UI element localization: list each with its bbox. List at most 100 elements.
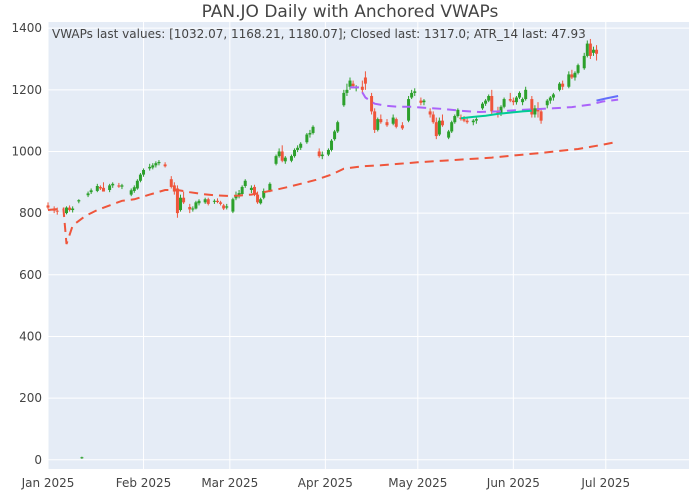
candle [219, 200, 223, 206]
candle-body [129, 190, 133, 195]
candle [108, 183, 112, 193]
candle-body [394, 119, 398, 127]
candle-body [524, 89, 528, 100]
y-tick-label: 600 [19, 268, 42, 282]
candle-body [447, 131, 451, 138]
candle-body [219, 202, 223, 204]
candle [434, 117, 438, 140]
candle [502, 97, 506, 109]
candle [138, 173, 142, 183]
candle [474, 117, 478, 124]
candle-body [453, 116, 457, 123]
candle-body [212, 200, 216, 202]
plot-area [48, 22, 689, 469]
candle [172, 182, 176, 195]
candle-body [511, 100, 515, 103]
candle-body [203, 199, 207, 203]
candle-body [407, 99, 411, 121]
candle-body [567, 74, 571, 87]
candle-body [434, 122, 438, 137]
candle-body [194, 202, 198, 209]
candle-body [154, 163, 158, 166]
candle-body [437, 120, 441, 135]
candle-body [157, 161, 161, 164]
candle-body [191, 208, 195, 210]
candle-body [299, 143, 303, 148]
candle [203, 197, 207, 204]
candle-body [373, 111, 377, 130]
candle-body [163, 164, 167, 167]
candle [55, 207, 59, 215]
candle [413, 88, 417, 96]
candle-body [419, 100, 423, 103]
candle-body [262, 190, 266, 198]
candle-body [588, 43, 592, 56]
candle-body [188, 206, 192, 210]
candle [240, 185, 244, 196]
candle [129, 188, 133, 197]
candle-body [243, 180, 247, 187]
candle-body [576, 65, 580, 73]
y-tick-label: 0 [34, 453, 42, 467]
candle [576, 63, 580, 75]
candle-body [95, 186, 99, 191]
candle [283, 156, 287, 164]
candle-body [360, 86, 364, 90]
candle-body [64, 207, 68, 214]
x-tick-label: Jul 2025 [580, 476, 630, 490]
candle-body [68, 207, 72, 211]
candle-body [471, 120, 475, 123]
candle [46, 202, 50, 210]
x-tick-label: Mar 2025 [201, 476, 258, 490]
candle [296, 145, 300, 153]
x-tick-label: May 2025 [388, 476, 447, 490]
candle [545, 99, 549, 109]
vwap-line [460, 109, 532, 120]
candle [558, 82, 562, 92]
candle [95, 183, 99, 193]
candle [117, 182, 121, 188]
x-tick-label: Jun 2025 [486, 476, 540, 490]
candle [428, 108, 432, 118]
candle [293, 148, 297, 158]
candle [333, 129, 337, 141]
candle [376, 117, 380, 132]
candle [225, 203, 229, 210]
candle [163, 162, 167, 168]
candle-body [573, 72, 577, 78]
candle-body [459, 117, 463, 120]
candle [573, 71, 577, 81]
candle-body [545, 100, 549, 106]
candle-body [101, 187, 105, 192]
candle [561, 80, 565, 90]
candle-body [514, 97, 518, 103]
candle [539, 108, 543, 124]
candle [317, 148, 321, 158]
candle [191, 206, 195, 212]
candle [471, 119, 475, 126]
candle-body [98, 186, 102, 189]
candle [311, 125, 315, 135]
candle-body [148, 166, 152, 169]
candle [120, 183, 124, 190]
candle [419, 97, 423, 106]
candle [243, 179, 247, 188]
candle-body [182, 197, 186, 203]
candle [511, 97, 515, 106]
candle [222, 203, 226, 211]
candle-body [252, 186, 256, 195]
candle [71, 206, 75, 213]
candle-body [317, 151, 321, 157]
candle-body [268, 183, 272, 191]
candle-body [490, 95, 494, 112]
candle [259, 197, 263, 205]
candle [548, 95, 552, 104]
candle [151, 163, 155, 170]
y-axis: 0 200 400 600 800 1000 1200 1400 [11, 21, 42, 467]
candle [518, 91, 522, 100]
candle-body [440, 120, 444, 126]
candle [194, 200, 198, 210]
candle-body [175, 188, 179, 214]
candle [148, 163, 152, 171]
x-tick-label: Apr 2025 [298, 476, 353, 490]
